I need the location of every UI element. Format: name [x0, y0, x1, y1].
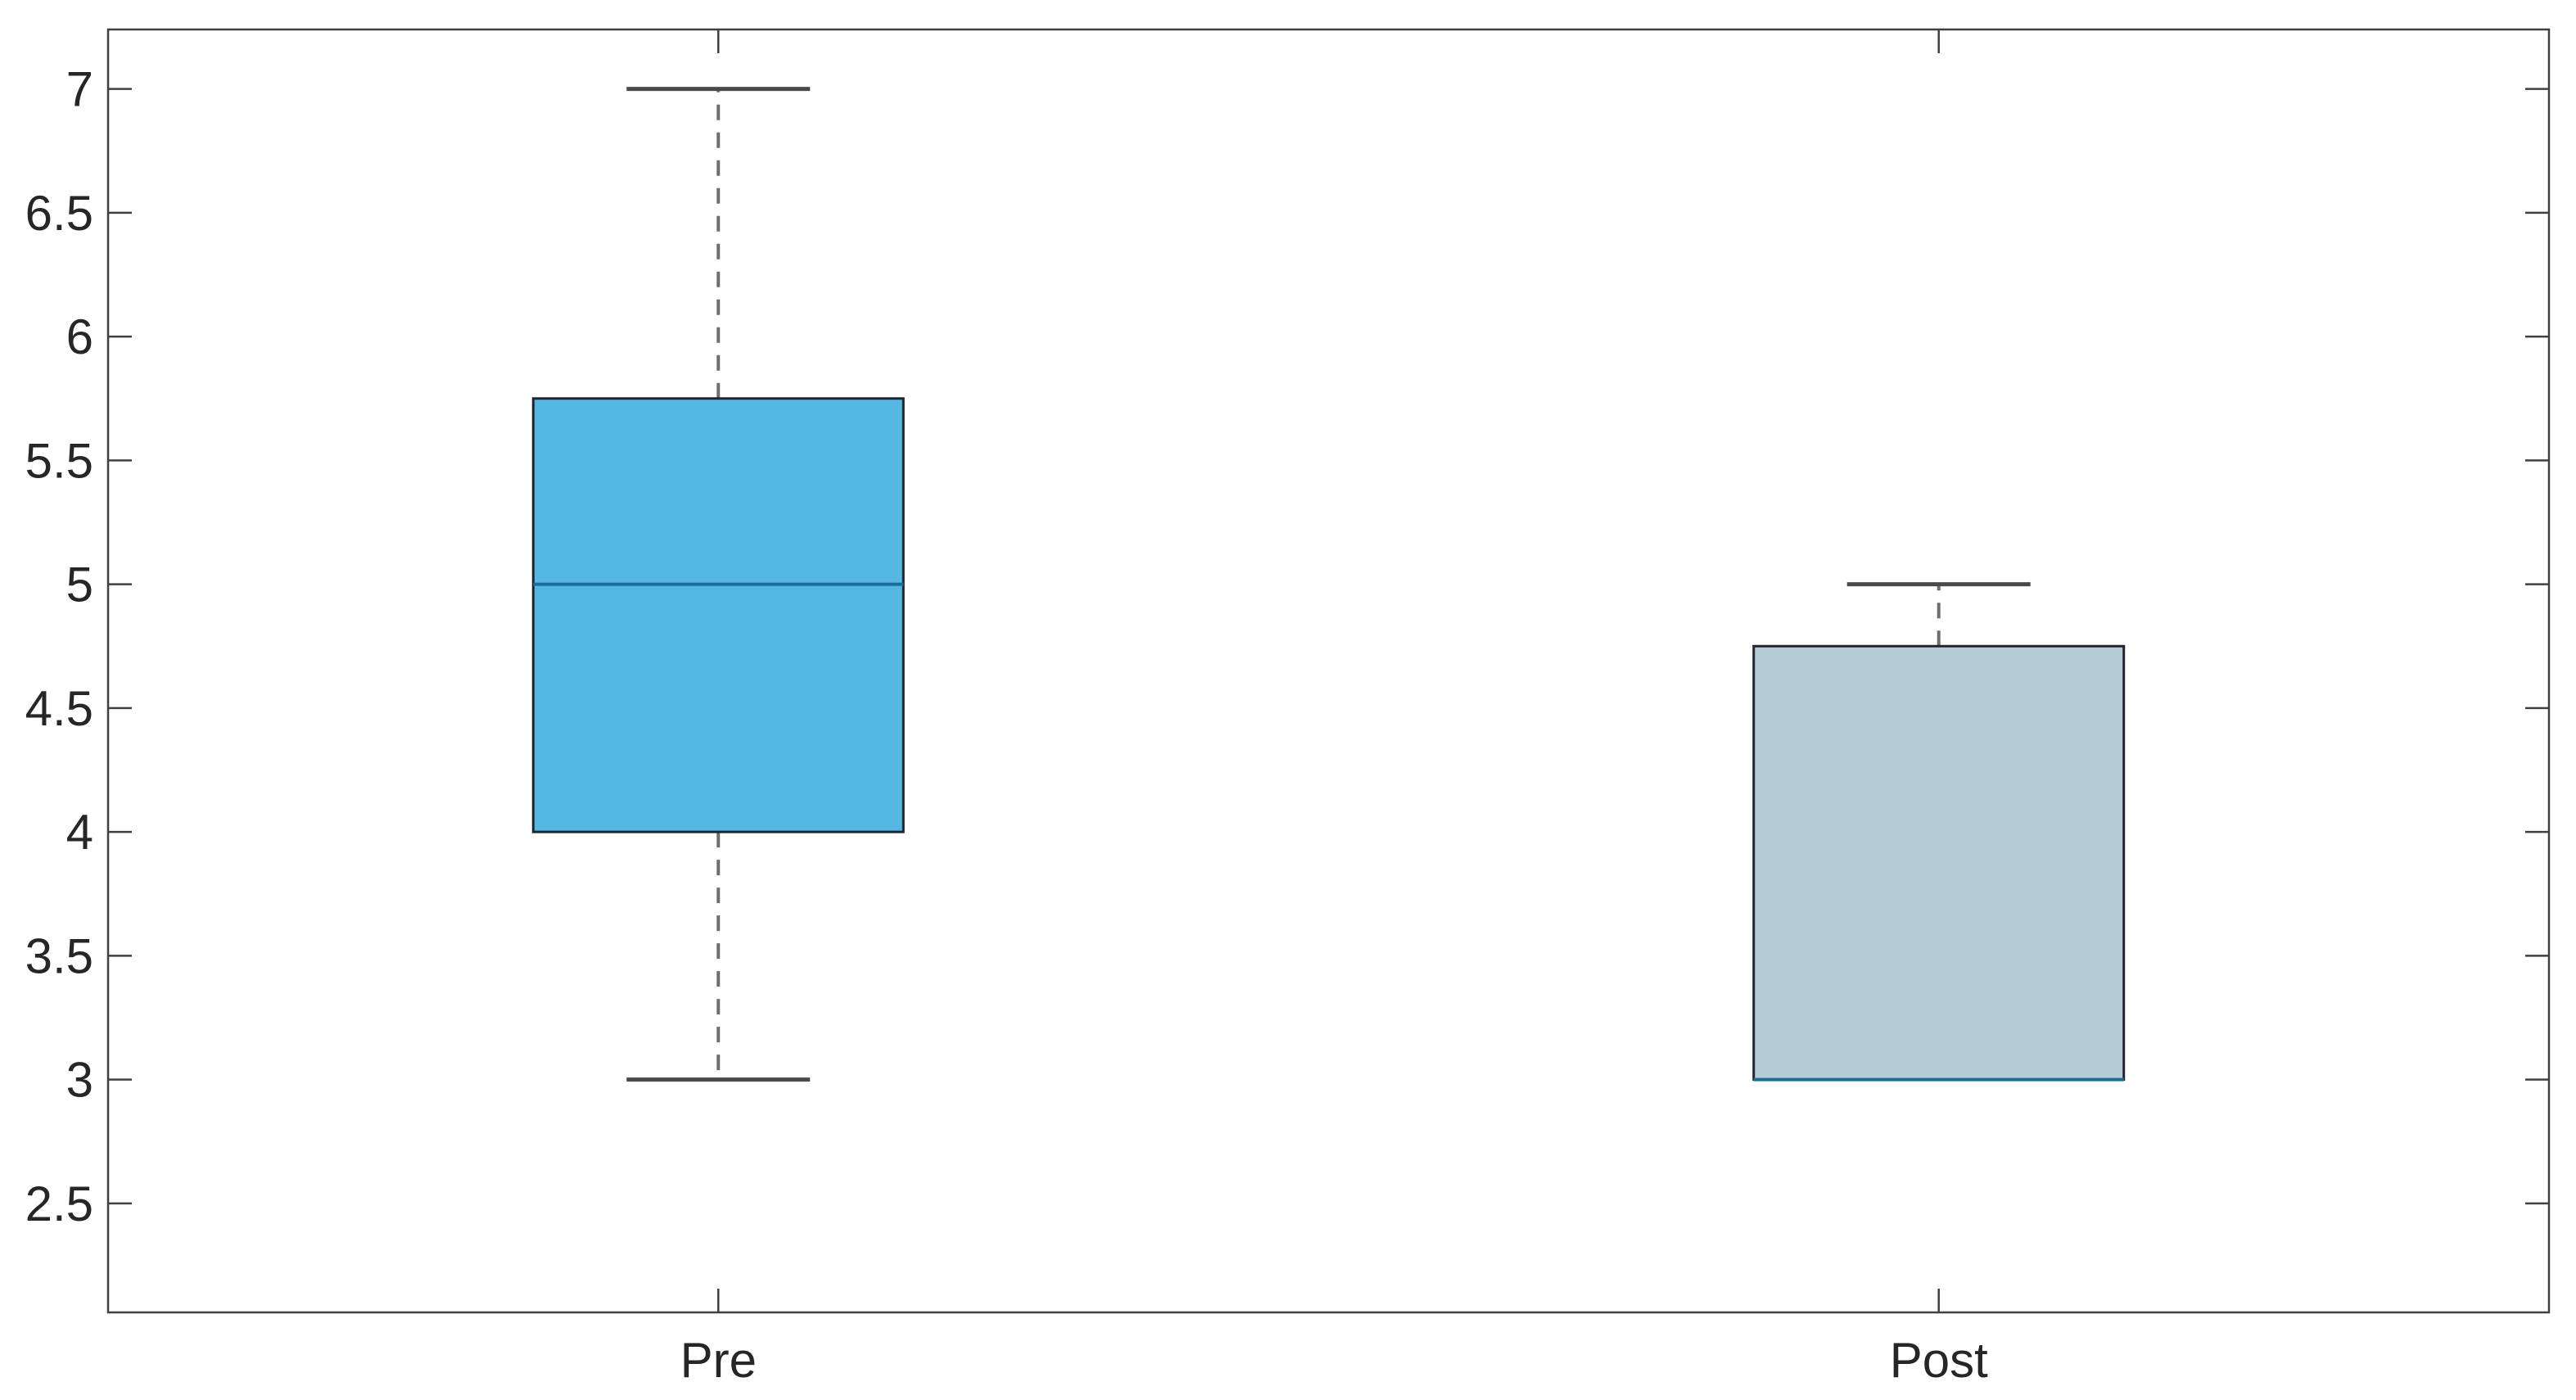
- y-tick-label: 5.5: [25, 433, 93, 488]
- x-tick-label-post: Post: [1890, 1333, 1988, 1388]
- iqr-box: [531, 397, 905, 833]
- x-tick-label-pre: Pre: [680, 1333, 757, 1388]
- box-group-pre: [531, 87, 905, 1082]
- axes-border: [106, 28, 2551, 1314]
- axes-layer: 2.5 3 3.5 4 4.5 5 5.5 6 6.5 7 Pre Post: [25, 28, 2551, 1388]
- y-tick-label: 4.5: [25, 681, 93, 736]
- y-tick-label: 2.5: [25, 1176, 93, 1231]
- y-tick-label: 3: [66, 1053, 93, 1108]
- y-tick-label: 7: [66, 62, 93, 117]
- box-group-post: [1752, 582, 2126, 1082]
- y-tick-label: 3.5: [25, 928, 93, 983]
- iqr-box: [1752, 644, 2126, 1082]
- boxes-layer: [531, 87, 2126, 1082]
- y-tick-label: 4: [66, 805, 93, 860]
- y-tick-label: 5: [66, 558, 93, 612]
- y-tick-label: 6: [66, 309, 93, 364]
- y-tick-label: 6.5: [25, 186, 93, 241]
